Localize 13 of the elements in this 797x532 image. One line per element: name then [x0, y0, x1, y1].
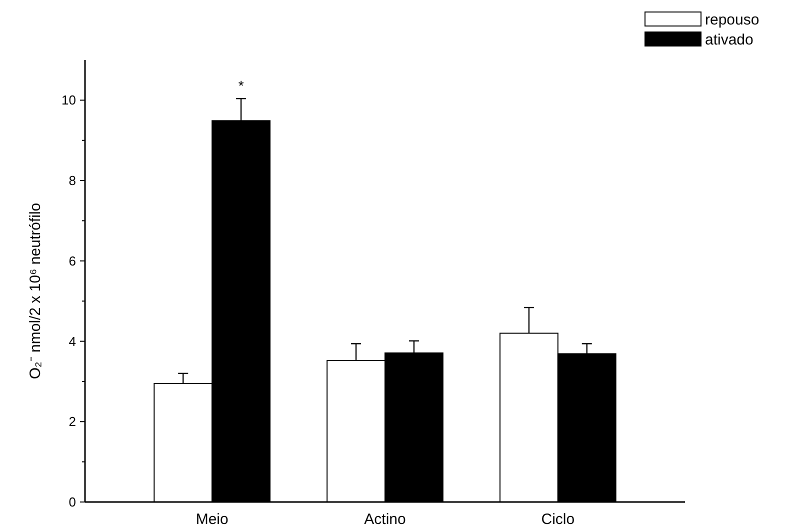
y-axis-title: O₂⁻ nmol/2 x 10⁶ neutrófilo [27, 202, 44, 380]
annotation: * [238, 78, 244, 94]
y-tick-label: 2 [68, 414, 76, 430]
legend-label: ativado [705, 31, 754, 48]
y-tick-label: 10 [62, 92, 76, 108]
x-tick-label: Ciclo [541, 511, 575, 528]
y-tick-label: 8 [68, 173, 76, 188]
x-tick-label: Meio [196, 511, 228, 528]
y-tick-label: 4 [68, 334, 76, 349]
x-tick-label: Actino [364, 511, 406, 528]
legend-label: repouso [705, 11, 760, 28]
y-tick-label: 6 [68, 253, 76, 268]
y-tick-label: 0 [68, 494, 76, 510]
